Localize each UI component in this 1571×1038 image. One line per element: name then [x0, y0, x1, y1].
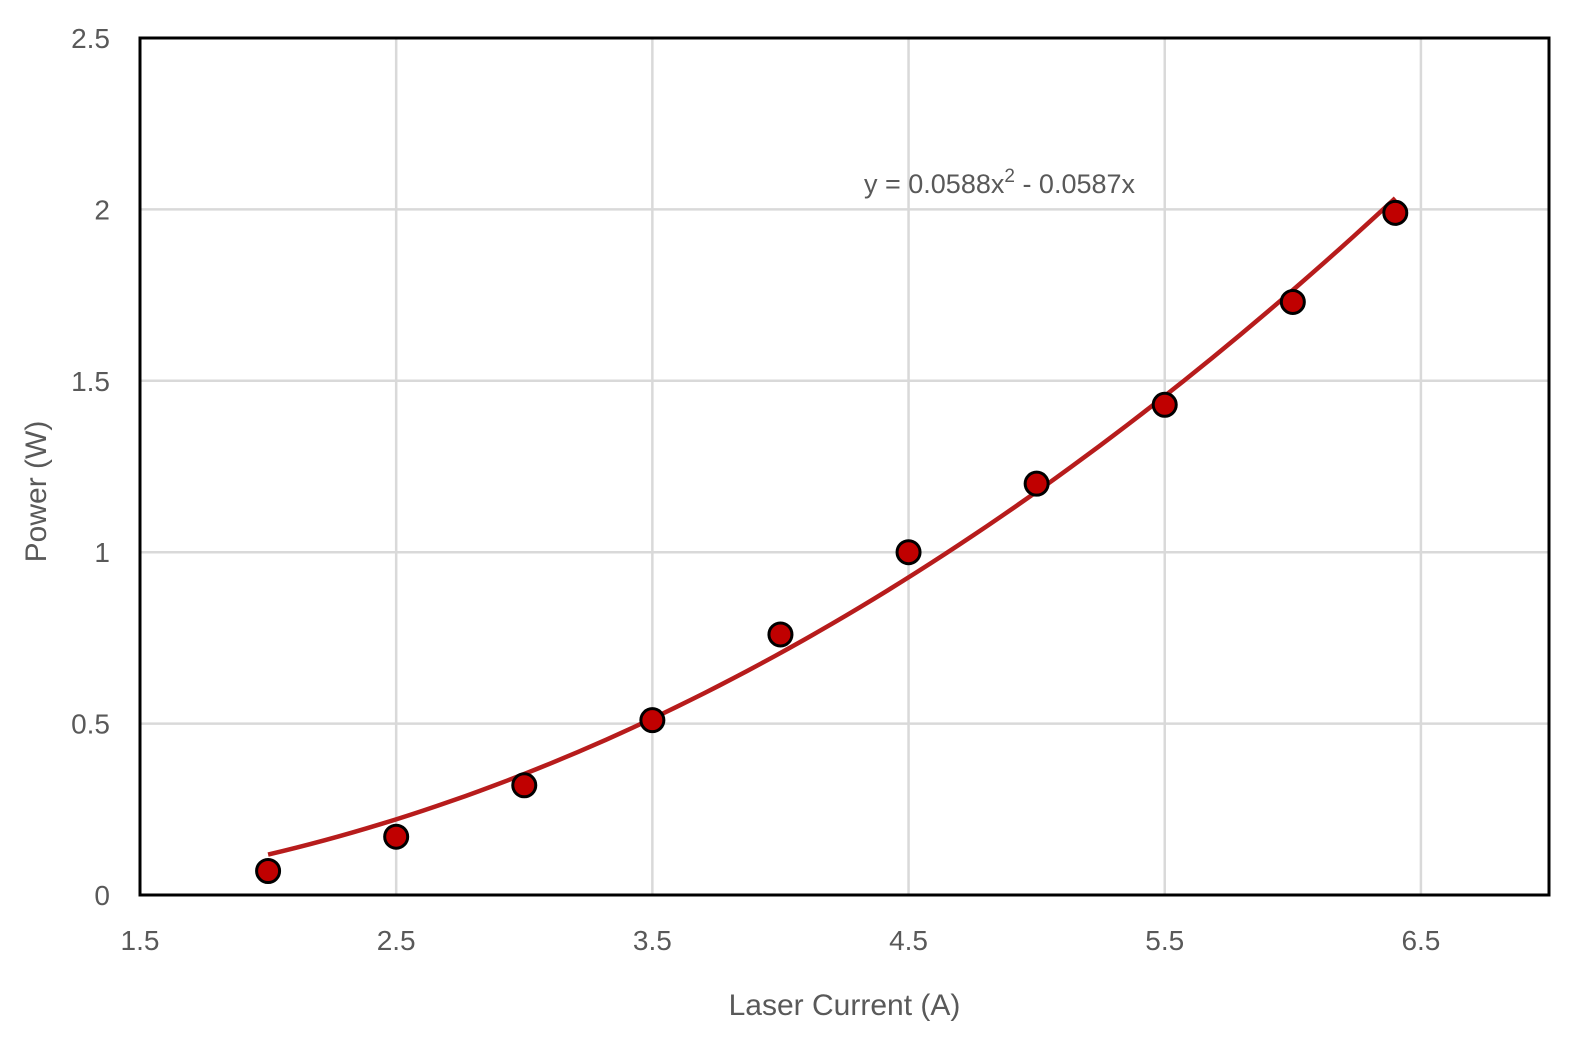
data-point: [1023, 470, 1050, 497]
trendline: [267, 196, 1397, 857]
y-tick-label: 0: [94, 880, 110, 911]
trendline-equation: y = 0.0588x2 - 0.0587x: [864, 166, 1136, 199]
y-tick-label: 0.5: [71, 709, 110, 740]
data-point: [1382, 199, 1409, 226]
x-tick-label: 1.5: [121, 925, 160, 956]
data-point: [511, 772, 538, 799]
x-tick-label: 5.5: [1145, 925, 1184, 956]
y-tick-label: 1.5: [71, 366, 110, 397]
equation-suffix: - 0.0587x: [1015, 169, 1136, 199]
trendline-layer: [267, 196, 1397, 857]
equation-exponent: 2: [1004, 166, 1015, 187]
data-point: [767, 621, 794, 648]
y-axis-title: Power (W): [20, 421, 53, 563]
x-axis-title: Laser Current (A): [729, 989, 961, 1022]
plot-border: [138, 36, 1551, 897]
equation-prefix: y = 0.0588x: [864, 169, 1005, 199]
data-point: [639, 707, 666, 734]
data-point: [255, 858, 282, 885]
y-tick-label: 2.5: [71, 23, 110, 54]
data-point: [1151, 391, 1178, 418]
x-tick-label: 2.5: [377, 925, 416, 956]
x-tick-label: 4.5: [889, 925, 928, 956]
tick-labels: 1.5 2.5 3.5 4.5 5.5 6.5 0 0.5 1 1.5 2 2.5: [71, 23, 1440, 956]
data-points: [255, 199, 1409, 885]
y-tick-label: 1: [94, 537, 110, 568]
plot-frame: [138, 36, 1551, 897]
data-point: [1279, 288, 1306, 315]
x-tick-label: 6.5: [1401, 925, 1440, 956]
y-tick-label: 2: [94, 194, 110, 225]
grid: [140, 38, 1549, 895]
x-tick-label: 3.5: [633, 925, 672, 956]
data-point: [383, 823, 410, 850]
data-point: [895, 539, 922, 566]
